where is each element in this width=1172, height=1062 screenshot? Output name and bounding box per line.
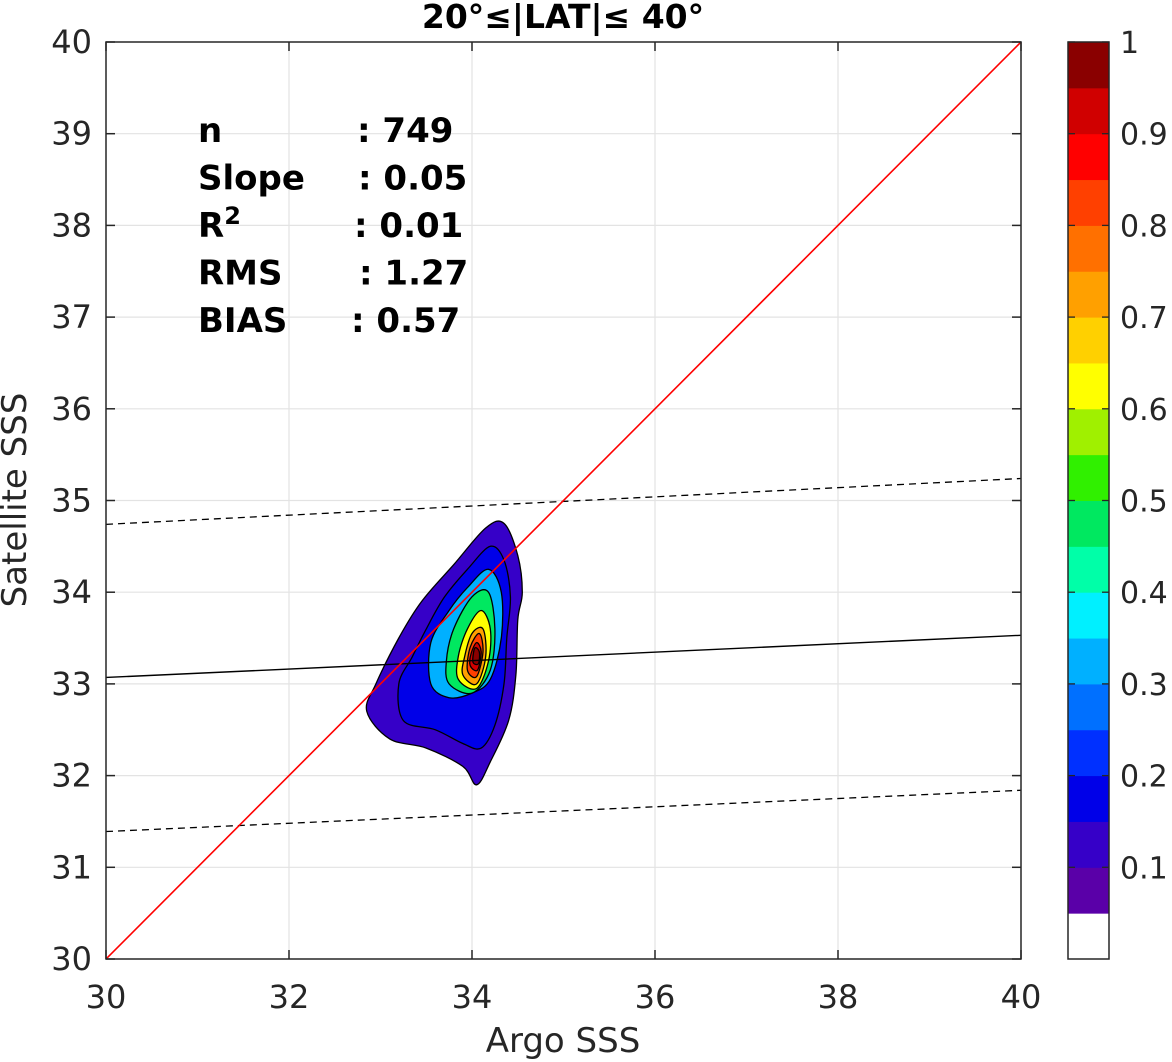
colorbar-segment <box>1068 271 1109 318</box>
x-tick-label: 32 <box>269 978 310 1016</box>
colorbar-tick-label: 0.1 <box>1120 851 1168 886</box>
colorbar-segment <box>1068 317 1109 364</box>
y-tick-label: 34 <box>51 573 92 611</box>
stats-box: n : 749 Slope : 0.05 R2 : 0.01 RMS : 1.27 BIAS : … <box>198 111 468 341</box>
one-to-one-line <box>106 42 1021 959</box>
fit-line <box>106 634 1021 679</box>
chart-title: 20°≤|LAT|≤ 40° <box>422 0 704 36</box>
y-tick-label: 37 <box>51 298 92 336</box>
colorbar-segment <box>1068 638 1109 685</box>
colorbar: 0.1 0.2 0.3 0.4 0.5 0.6 0.7 0.8 0.9 1 <box>1067 26 1168 960</box>
stat-key: R2 <box>198 202 241 246</box>
stat-key: RMS <box>198 254 283 294</box>
colorbar-tick-label: 0.8 <box>1120 209 1168 244</box>
y-tick-label: 35 <box>51 482 92 520</box>
contour-level-0-95 <box>472 646 481 666</box>
colorbar-segment <box>1068 775 1109 822</box>
colorbar-segment <box>1068 454 1109 501</box>
x-tick-label: 34 <box>452 978 493 1016</box>
y-axis-label: Satellite SSS <box>0 393 35 608</box>
colorbar-segment <box>1068 592 1109 639</box>
x-axis-label: Argo SSS <box>486 1021 641 1061</box>
y-tick-label: 31 <box>51 848 92 886</box>
colorbar-segment <box>1068 913 1109 960</box>
grid <box>106 42 1021 959</box>
colorbar-tick-label: 0.5 <box>1120 485 1168 520</box>
colorbar-segment <box>1068 87 1109 135</box>
colorbar-tick-label: 1 <box>1120 26 1139 61</box>
y-tick-label: 38 <box>51 206 92 244</box>
colorbar-tick-label: 0.4 <box>1120 576 1168 611</box>
colorbar-tick-label: 0.2 <box>1120 760 1168 795</box>
stat-value: : 0.57 <box>351 301 460 341</box>
y-tick-label: 40 <box>51 23 92 61</box>
y-tick-label: 39 <box>51 115 92 153</box>
colorbar-segment <box>1068 729 1109 777</box>
y-tick-label: 30 <box>51 940 92 978</box>
colorbar-tick-label: 0.6 <box>1120 393 1168 428</box>
colorbar-segment <box>1068 867 1109 914</box>
stat-key: n <box>198 111 222 151</box>
stat-key-sup: 2 <box>224 202 241 230</box>
colorbar-segment <box>1068 408 1109 456</box>
colorbar-segment <box>1068 225 1109 272</box>
colorbar-segment <box>1068 821 1109 868</box>
regression-lines <box>106 42 1021 959</box>
stat-key: Slope <box>198 159 305 199</box>
colorbar-segment <box>1068 362 1109 410</box>
colorbar-segment <box>1068 500 1109 547</box>
colorbar-tick-label: 0.9 <box>1120 118 1168 153</box>
stat-key: BIAS <box>198 301 287 341</box>
colorbar-segment <box>1068 546 1109 593</box>
colorbar-segment <box>1068 42 1109 89</box>
stat-value: : 1.27 <box>359 254 468 294</box>
x-tick-label: 36 <box>635 978 676 1016</box>
colorbar-segment <box>1068 133 1109 181</box>
stat-value: : 0.05 <box>358 159 467 199</box>
x-tick-label: 30 <box>86 978 127 1016</box>
y-tick-label: 33 <box>51 665 92 703</box>
bound-line <box>106 789 1021 833</box>
y-tick-label: 32 <box>51 757 92 795</box>
y-tick-label: 36 <box>51 390 92 428</box>
colorbar-tick-label: 0.3 <box>1120 668 1168 703</box>
axis-ticks: 30 32 34 36 38 40 30 31 32 33 34 35 36 37 38 39 40 <box>51 23 1041 1016</box>
colorbar-segment <box>1068 179 1109 226</box>
stat-value: : 749 <box>357 111 453 151</box>
x-tick-label: 38 <box>818 978 859 1016</box>
stat-value: : 0.01 <box>354 206 463 246</box>
colorbar-segment <box>1068 683 1109 731</box>
x-tick-label: 40 <box>1001 978 1042 1016</box>
colorbar-tick-label: 0.7 <box>1120 301 1168 336</box>
density-contours <box>365 520 523 786</box>
